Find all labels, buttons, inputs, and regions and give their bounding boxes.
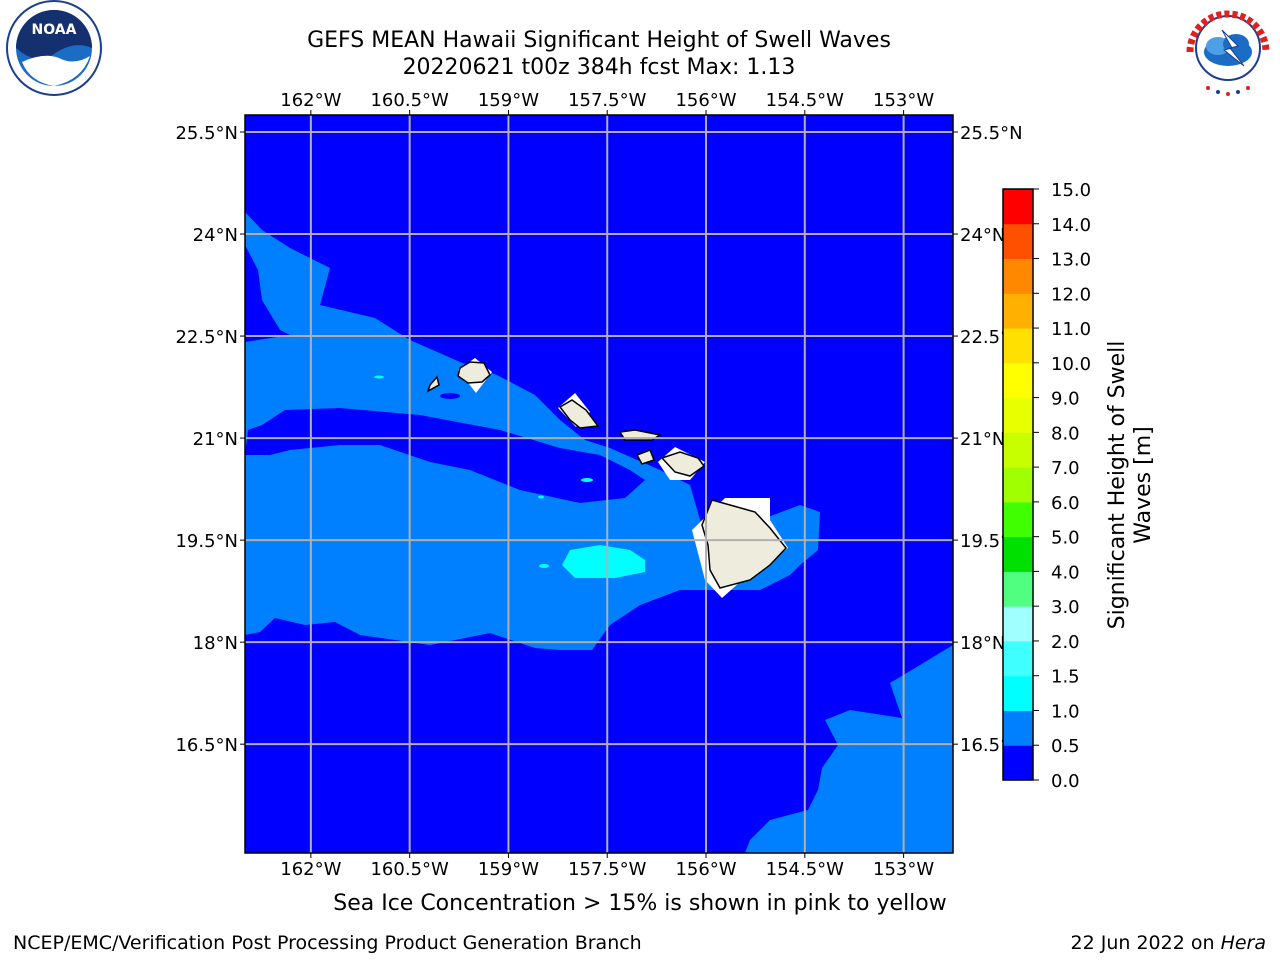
colorbar-segment-7 <box>1003 501 1033 538</box>
island-lanai <box>635 449 655 465</box>
colorbar-tick-label-6: 4.0 <box>1051 562 1080 583</box>
lat-tick-label-left-3: 21°N <box>193 429 238 450</box>
credit-date: 22 Jun 2022 on Hera <box>1071 932 1266 954</box>
colorbar-tick-label-2: 1.0 <box>1051 701 1080 722</box>
colorbar-segment-3 <box>1003 640 1033 677</box>
lon-tick-label-top-3: 157.5°W <box>568 90 647 111</box>
lon-tick-label-top-4: 156°W <box>675 90 736 111</box>
sea-ice-caption: Sea Ice Concentration > 15% is shown in … <box>333 891 947 916</box>
credit-host: Hera <box>1220 932 1266 954</box>
lat-tick-label-left-2: 22.5°N <box>175 327 238 348</box>
colorbar-tick-label-4: 2.0 <box>1051 632 1080 653</box>
colorbar-tick-label-12: 10.0 <box>1051 354 1091 375</box>
colorbar-tick-label-7: 5.0 <box>1051 528 1080 549</box>
colorbar-frame <box>1002 188 1034 781</box>
swell-contour-1.0-1.5 <box>562 545 645 578</box>
colorbar-tick-label-10: 8.0 <box>1051 423 1080 444</box>
swell-deep-patch <box>440 393 460 399</box>
colorbar-segment-9 <box>1003 432 1033 468</box>
noaa-logo: NOAA <box>6 0 102 96</box>
colorbar-segment-10 <box>1003 397 1033 433</box>
colorbar-segment-4 <box>1003 606 1033 642</box>
colorbar: 0.0 0.5 1.0 1.5 2.0 3.0 4.0 5.0 6.0 7.0 8.0 9.0 10.0… <box>1002 180 1091 792</box>
colorbar-segment-11 <box>1003 362 1033 399</box>
lon-tick-label-top-5: 154.5°W <box>766 90 845 111</box>
colorbar-segment-0 <box>1003 745 1033 781</box>
colorbar-segment-2 <box>1003 675 1033 711</box>
colorbar-tick-label-14: 12.0 <box>1051 284 1091 305</box>
swell-contour-0.0-0.5-channel <box>245 245 290 342</box>
colorbar-tick-label-9: 7.0 <box>1051 458 1080 479</box>
colorbar-tick-label-1: 0.5 <box>1051 736 1080 757</box>
lon-tick-label-bottom-6: 153°W <box>873 859 934 880</box>
lat-tick-label-right-1: 24°N <box>960 225 1005 246</box>
colorbar-tick-label-8: 6.0 <box>1051 493 1080 514</box>
swell-contour-0.5-1.0-southeast <box>745 645 953 853</box>
colorbar-segment-8 <box>1003 467 1033 503</box>
colorbar-label-line1: Significant Height of Swell <box>1105 341 1130 630</box>
lat-tick-label-left-0: 25.5°N <box>175 123 238 144</box>
lat-tick-label-left-5: 18°N <box>193 633 238 654</box>
colorbar-segment-6 <box>1003 536 1033 572</box>
lat-tick-label-left-4: 19.5°N <box>175 531 238 552</box>
colorbar-tick-label-11: 9.0 <box>1051 389 1080 410</box>
lon-tick-label-bottom-3: 157.5°W <box>568 859 647 880</box>
nws-logo <box>1182 2 1274 96</box>
island-kauai <box>457 361 491 384</box>
colorbar-label-line2: Waves [m] <box>1131 426 1156 543</box>
colorbar-segment-16 <box>1003 189 1033 225</box>
colorbar-tick-label-17: 15.0 <box>1051 180 1091 201</box>
swell-contour-1.0-1.5-speck-2 <box>539 564 549 568</box>
lon-tick-label-bottom-5: 154.5°W <box>766 859 845 880</box>
credit-branch: NCEP/EMC/Verification Post Processing Pr… <box>13 932 642 954</box>
island-oahu <box>558 399 600 429</box>
credit-date-text: 22 Jun 2022 on <box>1070 932 1221 954</box>
colorbar-segment-5 <box>1003 571 1033 607</box>
island-niihau <box>426 375 440 393</box>
swell-contour-1.0-1.5-speck-4 <box>374 375 384 379</box>
colorbar-segment-13 <box>1003 293 1033 329</box>
lon-tick-label-top-6: 153°W <box>873 90 934 111</box>
colorbar-tick-label-0: 0.0 <box>1051 771 1080 792</box>
colorbar-tick-label-16: 14.0 <box>1051 215 1091 236</box>
swell-contour-0.0-0.5-lee <box>245 408 645 503</box>
map-frame <box>244 114 954 854</box>
map-title: GEFS MEAN Hawaii Significant Height of S… <box>307 28 891 53</box>
lon-tick-label-bottom-0: 162°W <box>280 859 341 880</box>
colorbar-segment-15 <box>1003 223 1033 260</box>
swell-contour-1.0-1.5-speck-3 <box>538 495 544 499</box>
colorbar-tick-label-3: 1.5 <box>1051 667 1080 688</box>
graticule <box>245 115 953 853</box>
lat-tick-label-left-6: 16.5°N <box>175 735 238 756</box>
map-subtitle: 20220621 t00z 384h fcst Max: 1.13 <box>402 55 796 80</box>
colorbar-tick-label-13: 11.0 <box>1051 319 1091 340</box>
colorbar-segment-1 <box>1003 710 1033 746</box>
lon-tick-label-bottom-4: 156°W <box>675 859 736 880</box>
lat-tick-label-right-0: 25.5°N <box>960 123 1023 144</box>
colorbar-tick-label-5: 3.0 <box>1051 597 1080 618</box>
lon-tick-label-top-0: 162°W <box>280 90 341 111</box>
lon-tick-label-bottom-2: 159°W <box>478 859 539 880</box>
lon-tick-label-top-2: 159°W <box>478 90 539 111</box>
lon-tick-label-top-1: 160.5°W <box>370 90 449 111</box>
lon-tick-label-bottom-1: 160.5°W <box>370 859 449 880</box>
swell-contour-1.0-1.5-speck <box>581 478 593 482</box>
svg-text:NOAA: NOAA <box>32 22 77 38</box>
colorbar-segment-14 <box>1003 258 1033 294</box>
island-maui <box>660 451 706 477</box>
lat-tick-label-left-1: 24°N <box>193 225 238 246</box>
lat-tick-label-right-3: 21°N <box>960 429 1005 450</box>
colorbar-segment-12 <box>1003 328 1033 364</box>
colorbar-tick-label-15: 13.0 <box>1051 250 1091 271</box>
lat-tick-label-right-5: 18°N <box>960 633 1005 654</box>
